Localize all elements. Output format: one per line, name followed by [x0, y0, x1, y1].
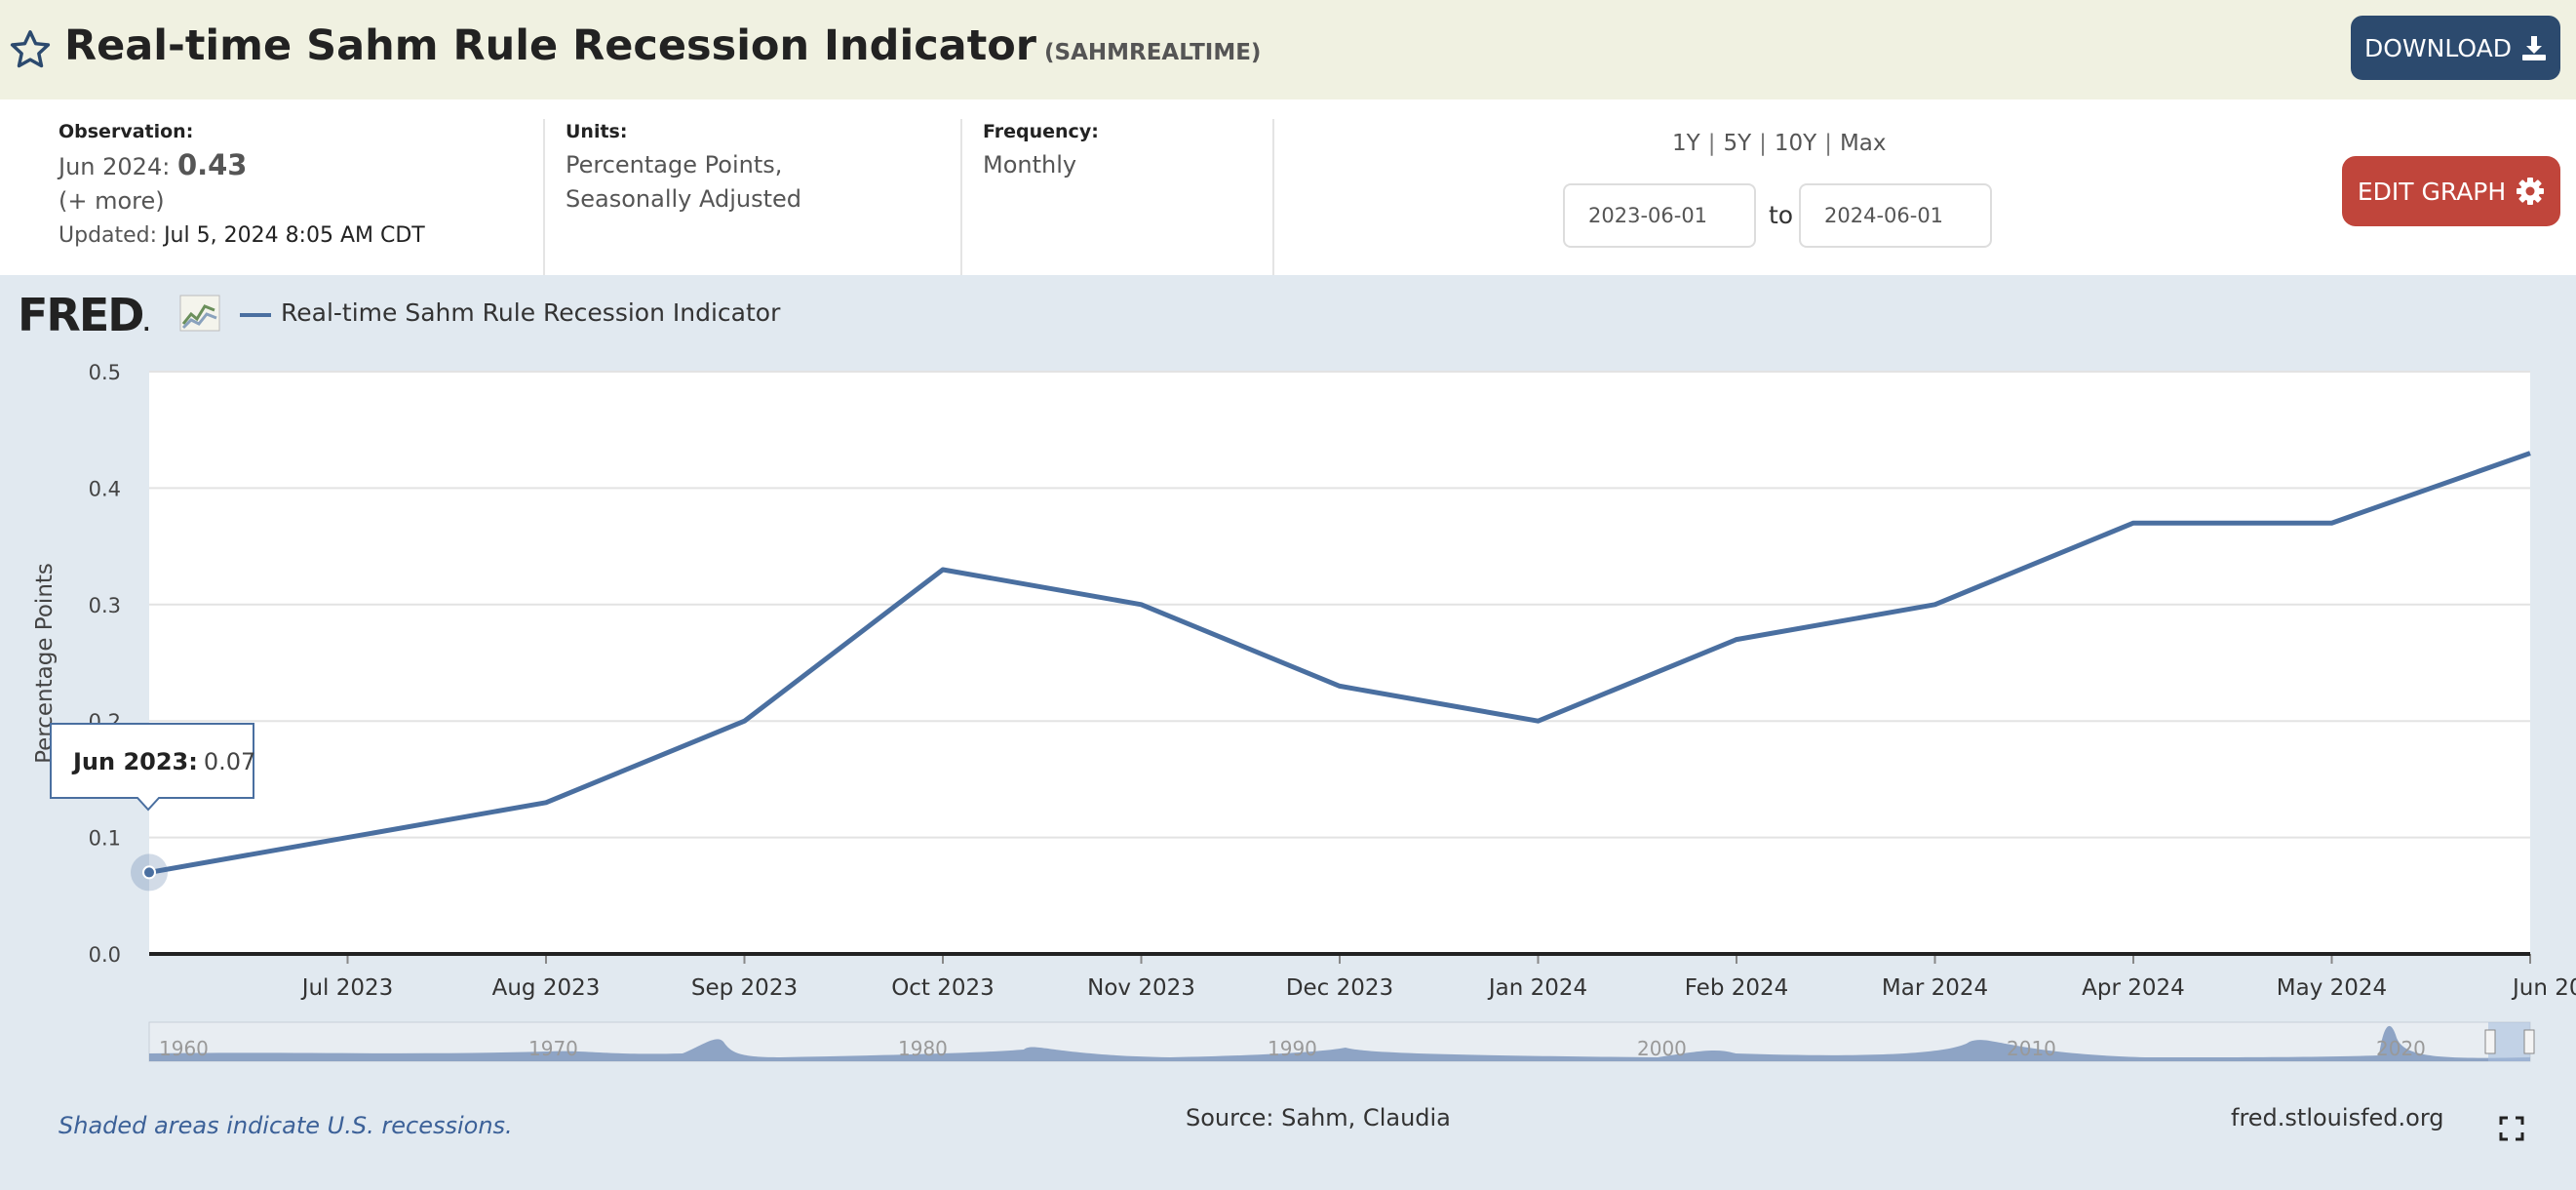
metadata-panel: Observation: Jun 2024: 0.43 (+ more) Upd…	[0, 99, 2576, 275]
fullscreen-icon[interactable]	[2499, 1116, 2524, 1141]
x-tick-label: Aug 2023	[492, 975, 601, 1001]
frequency-value: Monthly	[983, 151, 1077, 178]
svg-text:Jun 2023:0.07: Jun 2023: 0.07	[71, 748, 255, 775]
star-icon[interactable]	[8, 27, 53, 72]
units-block: Units: Percentage Points, Seasonally Adj…	[566, 121, 801, 217]
observation-line: Jun 2024: 0.43	[59, 148, 425, 184]
range-1y[interactable]: 1Y	[1672, 131, 1700, 156]
observation-block: Observation: Jun 2024: 0.43 (+ more) Upd…	[59, 121, 425, 253]
x-tick-label: Sep 2023	[691, 975, 798, 1001]
units-label: Units:	[566, 121, 628, 142]
range-sep: |	[1707, 131, 1716, 156]
navigator-label: 1980	[898, 1037, 948, 1060]
tooltip-value: 0.07	[204, 748, 255, 775]
y-tick-label: 0.5	[89, 361, 121, 384]
range-selector: 1Y | 5Y | 10Y | Max	[1672, 131, 1887, 156]
download-label: DOWNLOAD	[2364, 33, 2512, 62]
recession-note: Shaded areas indicate U.S. recessions.	[59, 1112, 513, 1139]
x-tick-label: Jun 2024	[2511, 975, 2576, 1001]
navigator-label: 1970	[528, 1037, 578, 1060]
updated-label: Updated:	[59, 223, 158, 248]
navigator-label: 2000	[1637, 1037, 1687, 1060]
chart-logo-icon	[179, 295, 220, 332]
divider	[960, 119, 962, 275]
start-date-input[interactable]: 2023-06-01	[1563, 183, 1756, 248]
tooltip-date: Jun 2023:	[71, 748, 198, 775]
end-date-input[interactable]: 2024-06-01	[1799, 183, 1992, 248]
x-tick-label: Apr 2024	[2082, 975, 2185, 1001]
y-tick-label: 0.0	[89, 943, 121, 967]
line-chart: 0.00.10.20.30.40.5 Jul 2023 Aug 2023 Sep 2…	[32, 361, 2576, 1062]
navigator-label: 1960	[159, 1037, 209, 1060]
navigator-area	[149, 1025, 2530, 1061]
y-tick-label: 0.1	[89, 827, 121, 851]
series-line[interactable]	[148, 451, 2531, 875]
logo-text: FRED	[18, 289, 144, 341]
x-tick-label: Feb 2024	[1685, 975, 1789, 1001]
updated-value: Jul 5, 2024 8:05 AM CDT	[164, 223, 425, 248]
range-sep: |	[1759, 131, 1767, 156]
navigator-label: 1990	[1268, 1037, 1317, 1060]
units-line2: Seasonally Adjusted	[566, 185, 802, 213]
navigator-label: 2020	[2376, 1037, 2426, 1060]
plot-area	[149, 372, 2530, 954]
page-title: Real-time Sahm Rule Recession Indicator (…	[64, 21, 1261, 70]
x-tick-label: Jul 2023	[300, 975, 394, 1001]
x-tick-label: Nov 2023	[1087, 975, 1195, 1001]
x-tick-label: Oct 2023	[891, 975, 995, 1001]
x-tick-label: May 2024	[2277, 975, 2387, 1001]
updated-line: Updated: Jul 5, 2024 8:05 AM CDT	[59, 218, 425, 253]
header-bar: Real-time Sahm Rule Recession Indicator (…	[0, 0, 2576, 99]
frequency-block: Frequency: Monthly	[983, 121, 1099, 182]
hover-marker[interactable]	[142, 865, 156, 880]
navigator-handle-left[interactable]	[2484, 1029, 2496, 1054]
x-tick-label: Mar 2024	[1882, 975, 1988, 1001]
frequency-label: Frequency:	[983, 121, 1099, 142]
edit-graph-button[interactable]: EDIT GRAPH	[2342, 156, 2560, 226]
range-5y[interactable]: 5Y	[1723, 131, 1752, 156]
navigator-handle-right[interactable]	[2523, 1029, 2535, 1054]
website-link[interactable]: fred.stlouisfed.org	[2231, 1104, 2444, 1131]
range-10y[interactable]: 10Y	[1774, 131, 1817, 156]
divider	[1272, 119, 1274, 275]
title-text: Real-time Sahm Rule Recession Indicator	[64, 21, 1036, 70]
source-text: Source: Sahm, Claudia	[1186, 1104, 1451, 1131]
x-tick-label: Dec 2023	[1286, 975, 1393, 1001]
y-tick-label: 0.4	[89, 477, 121, 500]
y-tick-label: 0.3	[89, 594, 121, 617]
range-max[interactable]: Max	[1839, 131, 1887, 156]
legend-swatch	[240, 313, 271, 317]
more-link[interactable]: (+ more)	[59, 187, 165, 215]
navigator-label: 2010	[2007, 1037, 2056, 1060]
range-navigator[interactable]: 1960 1970 1980 1990 2000 2010 2020	[148, 1021, 2535, 1062]
range-sep: |	[1824, 131, 1832, 156]
fred-logo: FRED.	[18, 289, 150, 341]
units-line1: Percentage Points,	[566, 151, 783, 178]
observation-date: Jun 2024:	[59, 153, 171, 180]
tooltip: Jun 2023: 0.07	[50, 723, 255, 812]
edit-graph-label: EDIT GRAPH	[2357, 177, 2507, 206]
download-button[interactable]: DOWNLOAD	[2351, 16, 2560, 80]
download-icon	[2521, 36, 2546, 60]
x-tick-label: Jan 2024	[1487, 975, 1587, 1001]
to-label: to	[1769, 201, 1794, 229]
observation-value: 0.43	[176, 148, 248, 181]
series-id: (SAHMREALTIME)	[1044, 40, 1262, 65]
gear-icon	[2517, 178, 2545, 205]
legend-label[interactable]: Real-time Sahm Rule Recession Indicator	[281, 298, 781, 327]
observation-label: Observation:	[59, 121, 194, 142]
divider	[543, 119, 545, 275]
